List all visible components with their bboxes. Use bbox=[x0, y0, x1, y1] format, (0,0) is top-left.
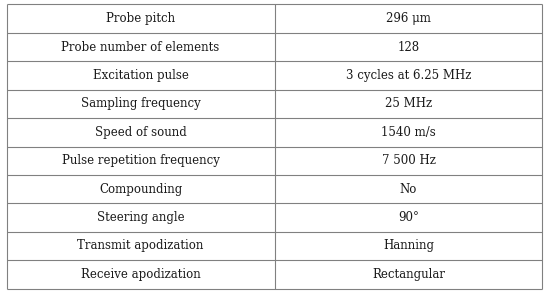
Text: Probe pitch: Probe pitch bbox=[106, 12, 175, 25]
Text: 7 500 Hz: 7 500 Hz bbox=[382, 154, 435, 167]
Text: Hanning: Hanning bbox=[383, 239, 434, 253]
Text: 90°: 90° bbox=[398, 211, 419, 224]
Text: Transmit apodization: Transmit apodization bbox=[77, 239, 204, 253]
Text: Sampling frequency: Sampling frequency bbox=[81, 97, 200, 110]
Text: 1540 m/s: 1540 m/s bbox=[381, 126, 436, 139]
Text: Excitation pulse: Excitation pulse bbox=[93, 69, 188, 82]
Text: Rectangular: Rectangular bbox=[372, 268, 445, 281]
Text: 3 cycles at 6.25 MHz: 3 cycles at 6.25 MHz bbox=[346, 69, 471, 82]
Text: Receive apodization: Receive apodization bbox=[81, 268, 200, 281]
Text: Speed of sound: Speed of sound bbox=[94, 126, 187, 139]
Text: 25 MHz: 25 MHz bbox=[385, 97, 432, 110]
Text: Compounding: Compounding bbox=[99, 183, 182, 196]
Text: 296 μm: 296 μm bbox=[386, 12, 431, 25]
Text: Steering angle: Steering angle bbox=[97, 211, 184, 224]
Text: No: No bbox=[400, 183, 417, 196]
Text: 128: 128 bbox=[397, 40, 419, 54]
Text: Probe number of elements: Probe number of elements bbox=[61, 40, 220, 54]
Text: Pulse repetition frequency: Pulse repetition frequency bbox=[61, 154, 220, 167]
